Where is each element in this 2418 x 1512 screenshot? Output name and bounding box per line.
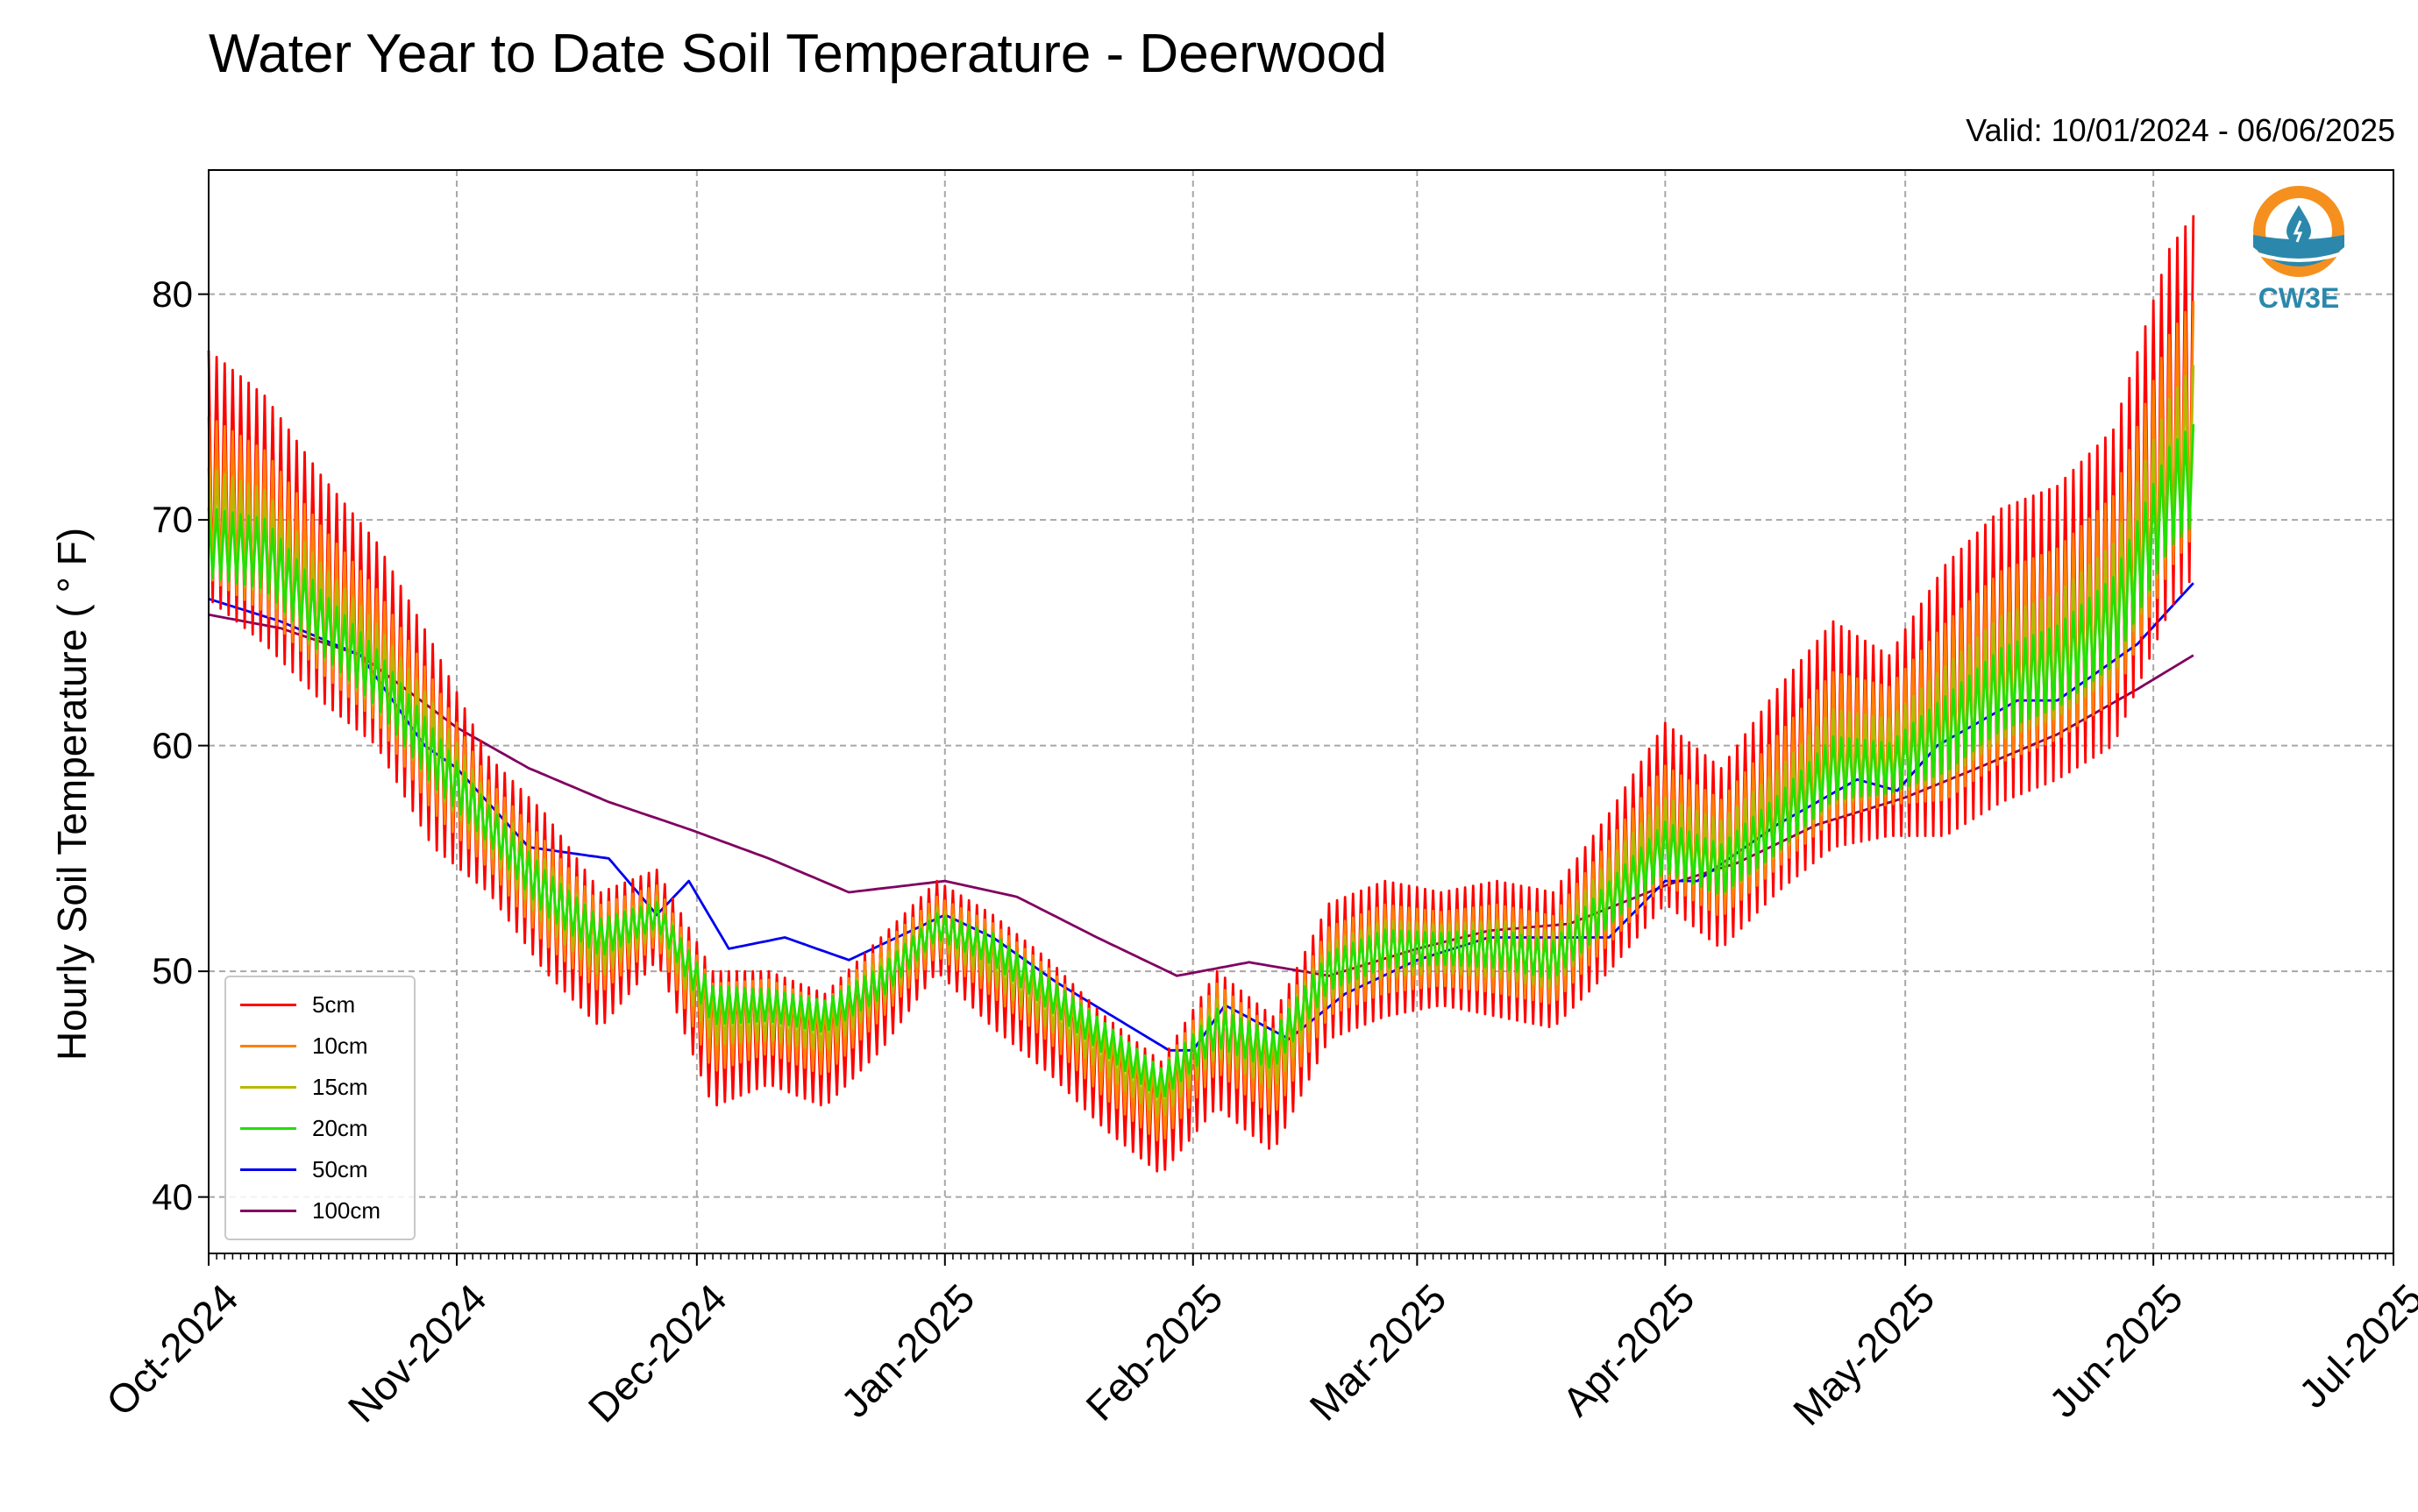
chart-title: Water Year to Date Soil Temperature - De…: [209, 24, 1388, 84]
legend-swatch: [240, 1127, 296, 1130]
y-tick-label: 40: [152, 1175, 193, 1217]
legend-label: 5cm: [312, 991, 356, 1018]
legend-item-5cm: 5cm: [233, 984, 407, 1026]
legend-swatch: [240, 1004, 296, 1006]
cw3e-logo-text: CW3E: [2258, 282, 2340, 314]
legend-label: 20cm: [312, 1115, 368, 1141]
valid-range: Valid: 10/01/2024 - 06/06/2025: [1966, 112, 2395, 148]
legend-swatch: [240, 1210, 296, 1212]
legend-label: 100cm: [312, 1197, 381, 1224]
legend-item-10cm: 10cm: [233, 1026, 407, 1067]
cw3e-logo-icon: [2253, 186, 2344, 277]
legend-label: 15cm: [312, 1074, 368, 1100]
cw3e-logo: CW3E: [2244, 182, 2353, 323]
legend-item-50cm: 50cm: [233, 1149, 407, 1190]
legend-item-20cm: 20cm: [233, 1108, 407, 1149]
y-tick-label: 70: [152, 499, 193, 541]
legend-label: 10cm: [312, 1033, 368, 1059]
legend-swatch: [240, 1045, 296, 1047]
plot-frame: [208, 169, 2394, 1254]
y-tick-label: 80: [152, 273, 193, 315]
legend-label: 50cm: [312, 1156, 368, 1182]
legend-swatch: [240, 1168, 296, 1171]
y-tick-label: 50: [152, 950, 193, 992]
legend-swatch: [240, 1086, 296, 1089]
series-line-20cm: [207, 423, 2195, 1098]
legend-item-100cm: 100cm: [233, 1190, 407, 1232]
legend: 5cm 10cm 15cm 20cm 50cm 100cm: [224, 976, 416, 1240]
y-tick-label: 60: [152, 724, 193, 766]
series-group: [207, 215, 2195, 1173]
y-axis-label: Hourly Soil Temperature ( ° F): [49, 527, 95, 1061]
axis-ticks: [198, 293, 2394, 1266]
legend-item-15cm: 15cm: [233, 1067, 407, 1108]
